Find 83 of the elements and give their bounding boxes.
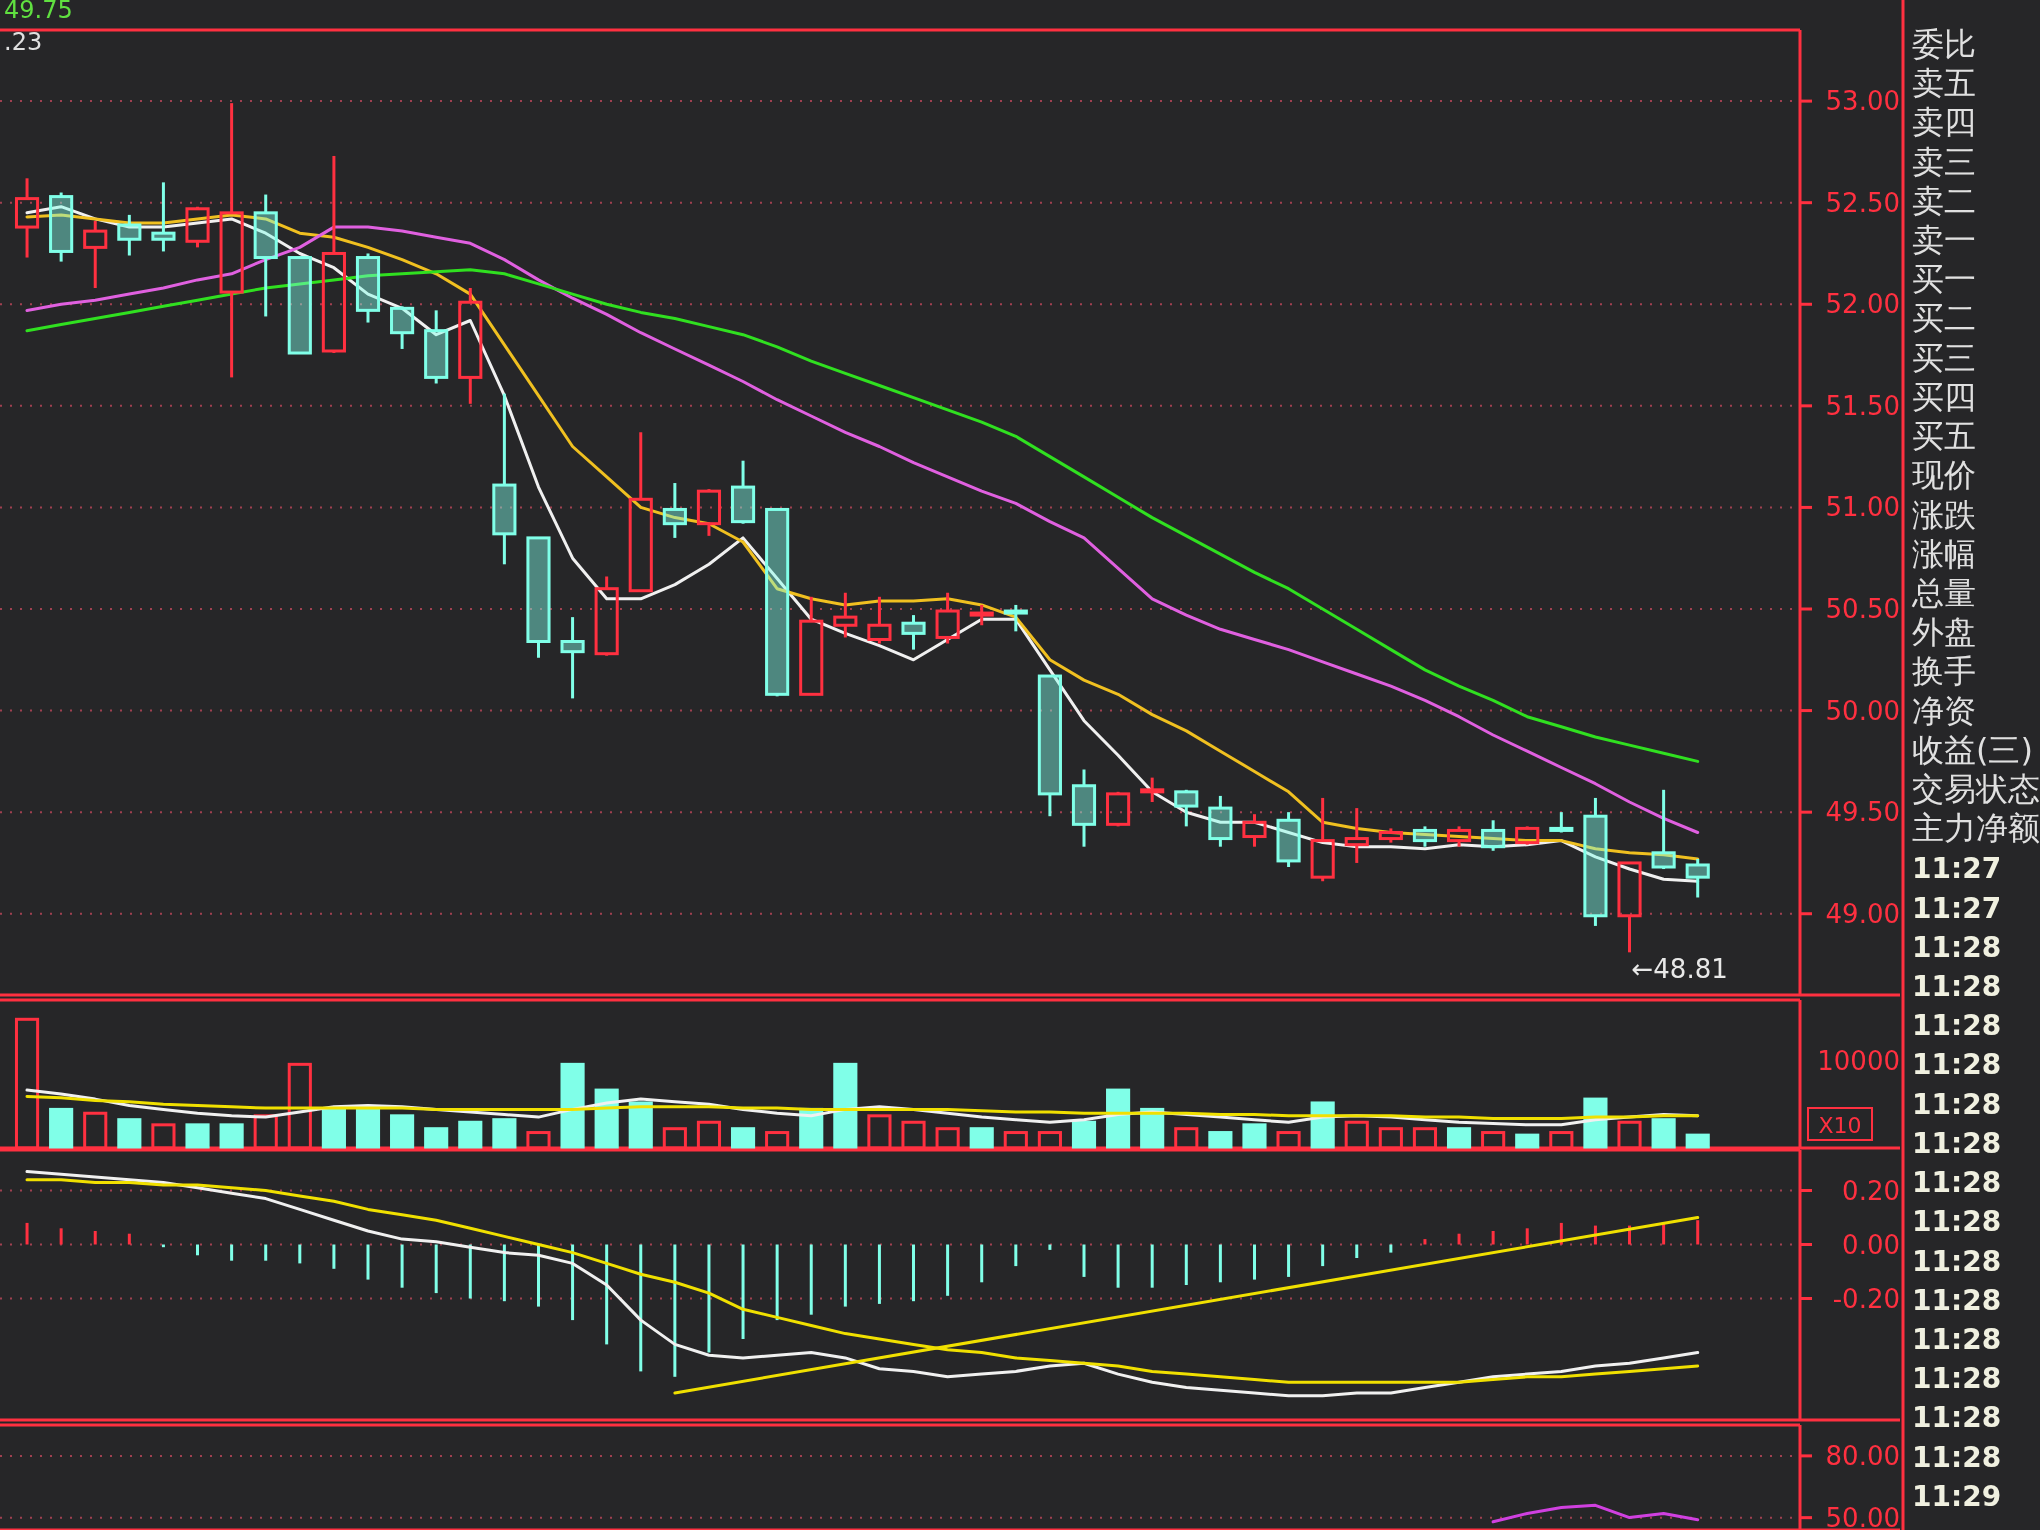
text: 委比 <box>1912 25 1976 63</box>
y-tick-label: 50.00 <box>1825 1502 1900 1530</box>
text: 11:28 <box>1912 1126 2002 1160</box>
annotation: ←48.81 <box>1631 954 1728 985</box>
bar <box>424 1127 449 1150</box>
y-tick-label: 0.20 <box>1842 1175 1900 1206</box>
bar <box>1515 1133 1540 1150</box>
bar <box>1685 1133 1710 1150</box>
bar <box>458 1120 483 1150</box>
bar <box>492 1118 517 1150</box>
text: 11:27 <box>1912 891 2002 925</box>
text: 涨跌 <box>1912 495 1976 534</box>
text: 11:28 <box>1912 1401 2002 1435</box>
text: 11:28 <box>1912 930 2002 964</box>
bar <box>1071 1120 1097 1150</box>
text: 总量 <box>1911 573 1976 612</box>
text: 外盘 <box>1912 613 1976 652</box>
bar <box>49 1107 74 1150</box>
text: 11:28 <box>1912 1362 2002 1396</box>
bar <box>969 1127 994 1150</box>
text: X10 <box>1818 1113 1862 1138</box>
text: 10000 <box>1817 1046 1900 1076</box>
text: 交易状态 <box>1912 770 2040 808</box>
bar <box>1242 1123 1267 1150</box>
bar <box>730 1127 756 1150</box>
text: 11:27 <box>1912 852 2002 886</box>
bar <box>1446 1127 1472 1150</box>
y-tick-label: 0.00 <box>1842 1229 1900 1260</box>
text: 11:28 <box>1912 1440 2002 1474</box>
text: 11:28 <box>1912 1244 2002 1278</box>
y-tick-label: -0.20 <box>1832 1283 1900 1314</box>
text: 买三 <box>1912 338 1976 377</box>
text: 涨幅 <box>1912 534 1976 573</box>
text: 11:29 <box>1912 1479 2002 1513</box>
text: 买二 <box>1912 299 1976 338</box>
text: 卖三 <box>1912 142 1976 181</box>
bar <box>321 1107 346 1150</box>
bar <box>117 1118 142 1150</box>
text: 11:28 <box>1912 1322 2002 1356</box>
bar <box>390 1114 415 1150</box>
bar <box>1208 1131 1233 1150</box>
text: 11:28 <box>1912 1166 2002 1200</box>
bar <box>219 1123 244 1150</box>
bar <box>185 1123 210 1150</box>
y-tick-label: 52.50 <box>1825 187 1900 218</box>
text: 卖四 <box>1912 103 1976 142</box>
bar <box>628 1101 653 1150</box>
text: 卖一 <box>1912 221 1976 260</box>
text: 现价 <box>1912 456 1976 495</box>
text: 49.75 <box>4 0 73 24</box>
y-tick-label: 49.50 <box>1825 797 1900 828</box>
text: 主力净额 <box>1912 809 2040 848</box>
bar <box>1310 1101 1335 1150</box>
y-tick-label: 53.00 <box>1825 86 1900 117</box>
y-tick-label: 51.00 <box>1825 492 1900 523</box>
text: 买五 <box>1912 417 1976 456</box>
bar <box>833 1062 858 1150</box>
text: 买四 <box>1912 377 1976 416</box>
line-series <box>1491 1503 1700 1524</box>
bar <box>560 1062 585 1150</box>
text: 11:28 <box>1912 970 2002 1004</box>
bar <box>1106 1088 1131 1150</box>
bar <box>1651 1118 1676 1150</box>
line-series <box>25 268 1700 763</box>
text: 卖五 <box>1912 64 1976 103</box>
text: 11:28 <box>1912 1205 2002 1239</box>
y-tick-label: 80.00 <box>1825 1440 1900 1471</box>
text: 11:28 <box>1912 1283 2002 1317</box>
y-tick-label: 49.00 <box>1825 898 1900 929</box>
bar <box>355 1107 381 1150</box>
text: 净资 <box>1912 691 1976 730</box>
text: 11:28 <box>1912 1087 2002 1121</box>
text: 收益(三) <box>1912 730 2033 769</box>
text: 11:28 <box>1912 1048 2002 1082</box>
text: 卖二 <box>1912 181 1976 220</box>
y-tick-label: 50.50 <box>1825 594 1900 624</box>
y-tick-label: 50.00 <box>1825 695 1900 726</box>
text: 换手 <box>1912 652 1976 691</box>
y-tick-label: 52.00 <box>1825 289 1900 320</box>
text: 11:28 <box>1912 1009 2002 1043</box>
text: 买一 <box>1912 260 1976 299</box>
y-tick-label: 51.50 <box>1825 390 1900 421</box>
annotation: .23 <box>4 28 43 56</box>
